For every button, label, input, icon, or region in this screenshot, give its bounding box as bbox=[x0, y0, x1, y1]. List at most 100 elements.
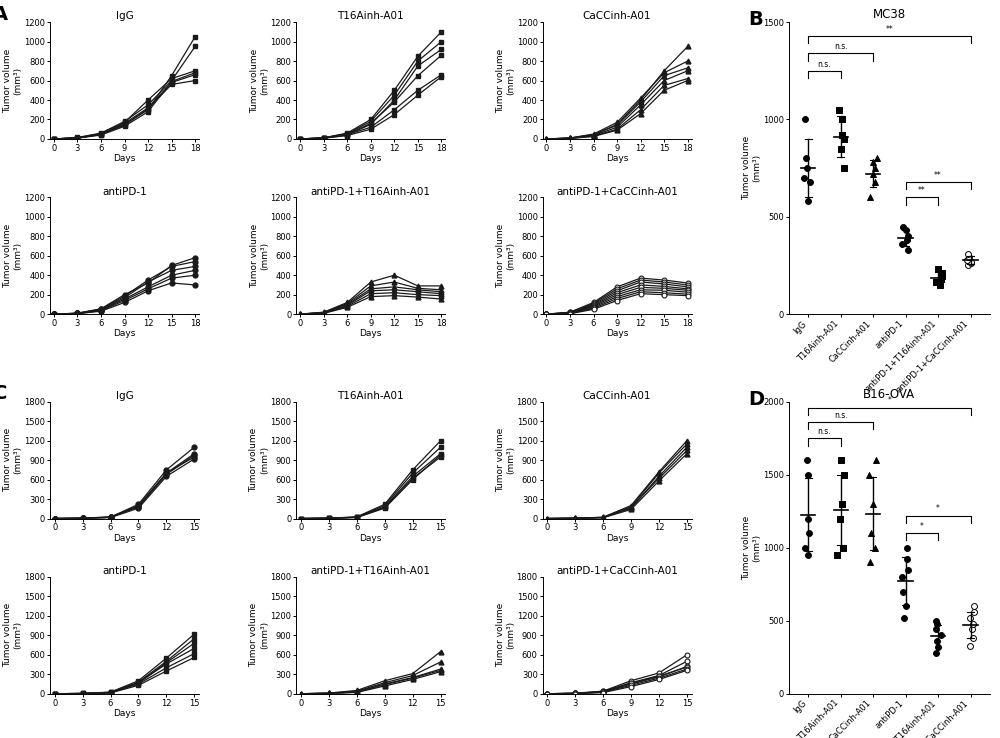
Point bbox=[900, 230, 916, 242]
Y-axis label: Tumor volume
(mm³): Tumor volume (mm³) bbox=[496, 224, 515, 288]
Point bbox=[802, 176, 818, 187]
Point bbox=[894, 571, 910, 583]
Y-axis label: Tumor volume
(mm³): Tumor volume (mm³) bbox=[250, 49, 269, 113]
Title: antiPD-1+CaCCinh-A01: antiPD-1+CaCCinh-A01 bbox=[556, 566, 678, 576]
Point bbox=[929, 635, 945, 647]
Title: IgG: IgG bbox=[116, 391, 133, 401]
Point bbox=[963, 255, 979, 267]
X-axis label: Days: Days bbox=[360, 534, 382, 542]
Text: **: ** bbox=[934, 170, 942, 179]
Title: antiPD-1+CaCCinh-A01: antiPD-1+CaCCinh-A01 bbox=[556, 187, 678, 196]
Text: B: B bbox=[749, 10, 763, 30]
Y-axis label: Tumor volume
(mm³): Tumor volume (mm³) bbox=[496, 49, 515, 113]
Point bbox=[865, 156, 881, 168]
Point bbox=[832, 513, 848, 525]
Point bbox=[799, 454, 815, 466]
Y-axis label: Tumor volume
(mm³): Tumor volume (mm³) bbox=[3, 224, 23, 288]
Text: n.s.: n.s. bbox=[818, 60, 831, 69]
Point bbox=[962, 612, 978, 624]
Point bbox=[834, 129, 850, 141]
Point bbox=[835, 542, 851, 554]
Point bbox=[869, 153, 885, 165]
Title: MC38: MC38 bbox=[873, 8, 906, 21]
Point bbox=[829, 549, 845, 561]
X-axis label: Days: Days bbox=[113, 534, 136, 542]
Y-axis label: Tumor volume
(mm³): Tumor volume (mm³) bbox=[742, 136, 762, 200]
Point bbox=[900, 244, 916, 256]
Text: n.s.: n.s. bbox=[834, 42, 848, 51]
Point bbox=[833, 454, 849, 466]
Point bbox=[959, 254, 975, 266]
Point bbox=[831, 104, 847, 116]
Point bbox=[964, 624, 980, 635]
Text: *: * bbox=[920, 522, 924, 531]
Title: antiPD-1: antiPD-1 bbox=[102, 187, 147, 196]
Point bbox=[800, 196, 816, 207]
Point bbox=[867, 542, 883, 554]
X-axis label: Days: Days bbox=[113, 329, 136, 339]
Point bbox=[797, 542, 813, 554]
Title: T16Ainh-A01: T16Ainh-A01 bbox=[337, 391, 404, 401]
Point bbox=[868, 454, 884, 466]
Point bbox=[965, 618, 981, 630]
Title: CaCCinh-A01: CaCCinh-A01 bbox=[583, 11, 651, 21]
Y-axis label: Tumor volume
(mm³): Tumor volume (mm³) bbox=[496, 603, 515, 667]
Text: n.s.: n.s. bbox=[834, 411, 848, 420]
Text: *: * bbox=[936, 504, 940, 514]
Point bbox=[963, 257, 979, 269]
Title: T16Ainh-A01: T16Ainh-A01 bbox=[337, 11, 404, 21]
Title: antiPD-1: antiPD-1 bbox=[102, 566, 147, 576]
Point bbox=[836, 162, 852, 174]
Point bbox=[861, 469, 877, 480]
Point bbox=[862, 556, 878, 568]
Text: n.s.: n.s. bbox=[818, 427, 831, 436]
Y-axis label: Tumor volume
(mm³): Tumor volume (mm³) bbox=[496, 428, 515, 492]
Point bbox=[797, 114, 813, 125]
Point bbox=[933, 630, 949, 641]
Point bbox=[965, 632, 981, 644]
Point bbox=[898, 224, 914, 236]
Point bbox=[867, 162, 883, 174]
Text: **: ** bbox=[886, 24, 893, 33]
Point bbox=[799, 162, 815, 174]
Point bbox=[862, 191, 878, 203]
X-axis label: Days: Days bbox=[606, 709, 628, 718]
Point bbox=[966, 606, 982, 618]
X-axis label: Days: Days bbox=[360, 154, 382, 163]
Y-axis label: Tumor volume
(mm³): Tumor volume (mm³) bbox=[742, 516, 762, 580]
Point bbox=[836, 469, 852, 480]
Point bbox=[894, 238, 910, 250]
X-axis label: Days: Days bbox=[360, 329, 382, 339]
Point bbox=[934, 267, 950, 279]
Point bbox=[895, 221, 911, 232]
Point bbox=[801, 527, 817, 539]
Title: antiPD-1+T16Ainh-A01: antiPD-1+T16Ainh-A01 bbox=[311, 566, 431, 576]
Point bbox=[900, 564, 916, 576]
Point bbox=[960, 248, 976, 260]
Point bbox=[863, 527, 879, 539]
X-axis label: Days: Days bbox=[113, 709, 136, 718]
Text: **: ** bbox=[918, 186, 926, 195]
Y-axis label: Tumor volume
(mm³): Tumor volume (mm³) bbox=[3, 603, 23, 667]
Point bbox=[798, 153, 814, 165]
Point bbox=[865, 168, 881, 180]
Point bbox=[966, 600, 982, 612]
Point bbox=[899, 542, 915, 554]
X-axis label: Days: Days bbox=[606, 534, 628, 542]
Point bbox=[898, 600, 914, 612]
Point bbox=[899, 554, 915, 565]
Title: antiPD-1+T16Ainh-A01: antiPD-1+T16Ainh-A01 bbox=[311, 187, 431, 196]
Point bbox=[928, 615, 944, 627]
Point bbox=[934, 270, 950, 282]
Y-axis label: Tumor volume
(mm³): Tumor volume (mm³) bbox=[249, 603, 269, 667]
Point bbox=[933, 273, 949, 285]
Point bbox=[800, 549, 816, 561]
X-axis label: Days: Days bbox=[360, 709, 382, 718]
Point bbox=[962, 640, 978, 652]
Text: D: D bbox=[749, 390, 765, 409]
X-axis label: Days: Days bbox=[606, 154, 628, 163]
Title: B16-OVA: B16-OVA bbox=[863, 387, 915, 401]
Point bbox=[867, 176, 883, 187]
Text: C: C bbox=[0, 384, 8, 403]
Point bbox=[796, 172, 812, 184]
